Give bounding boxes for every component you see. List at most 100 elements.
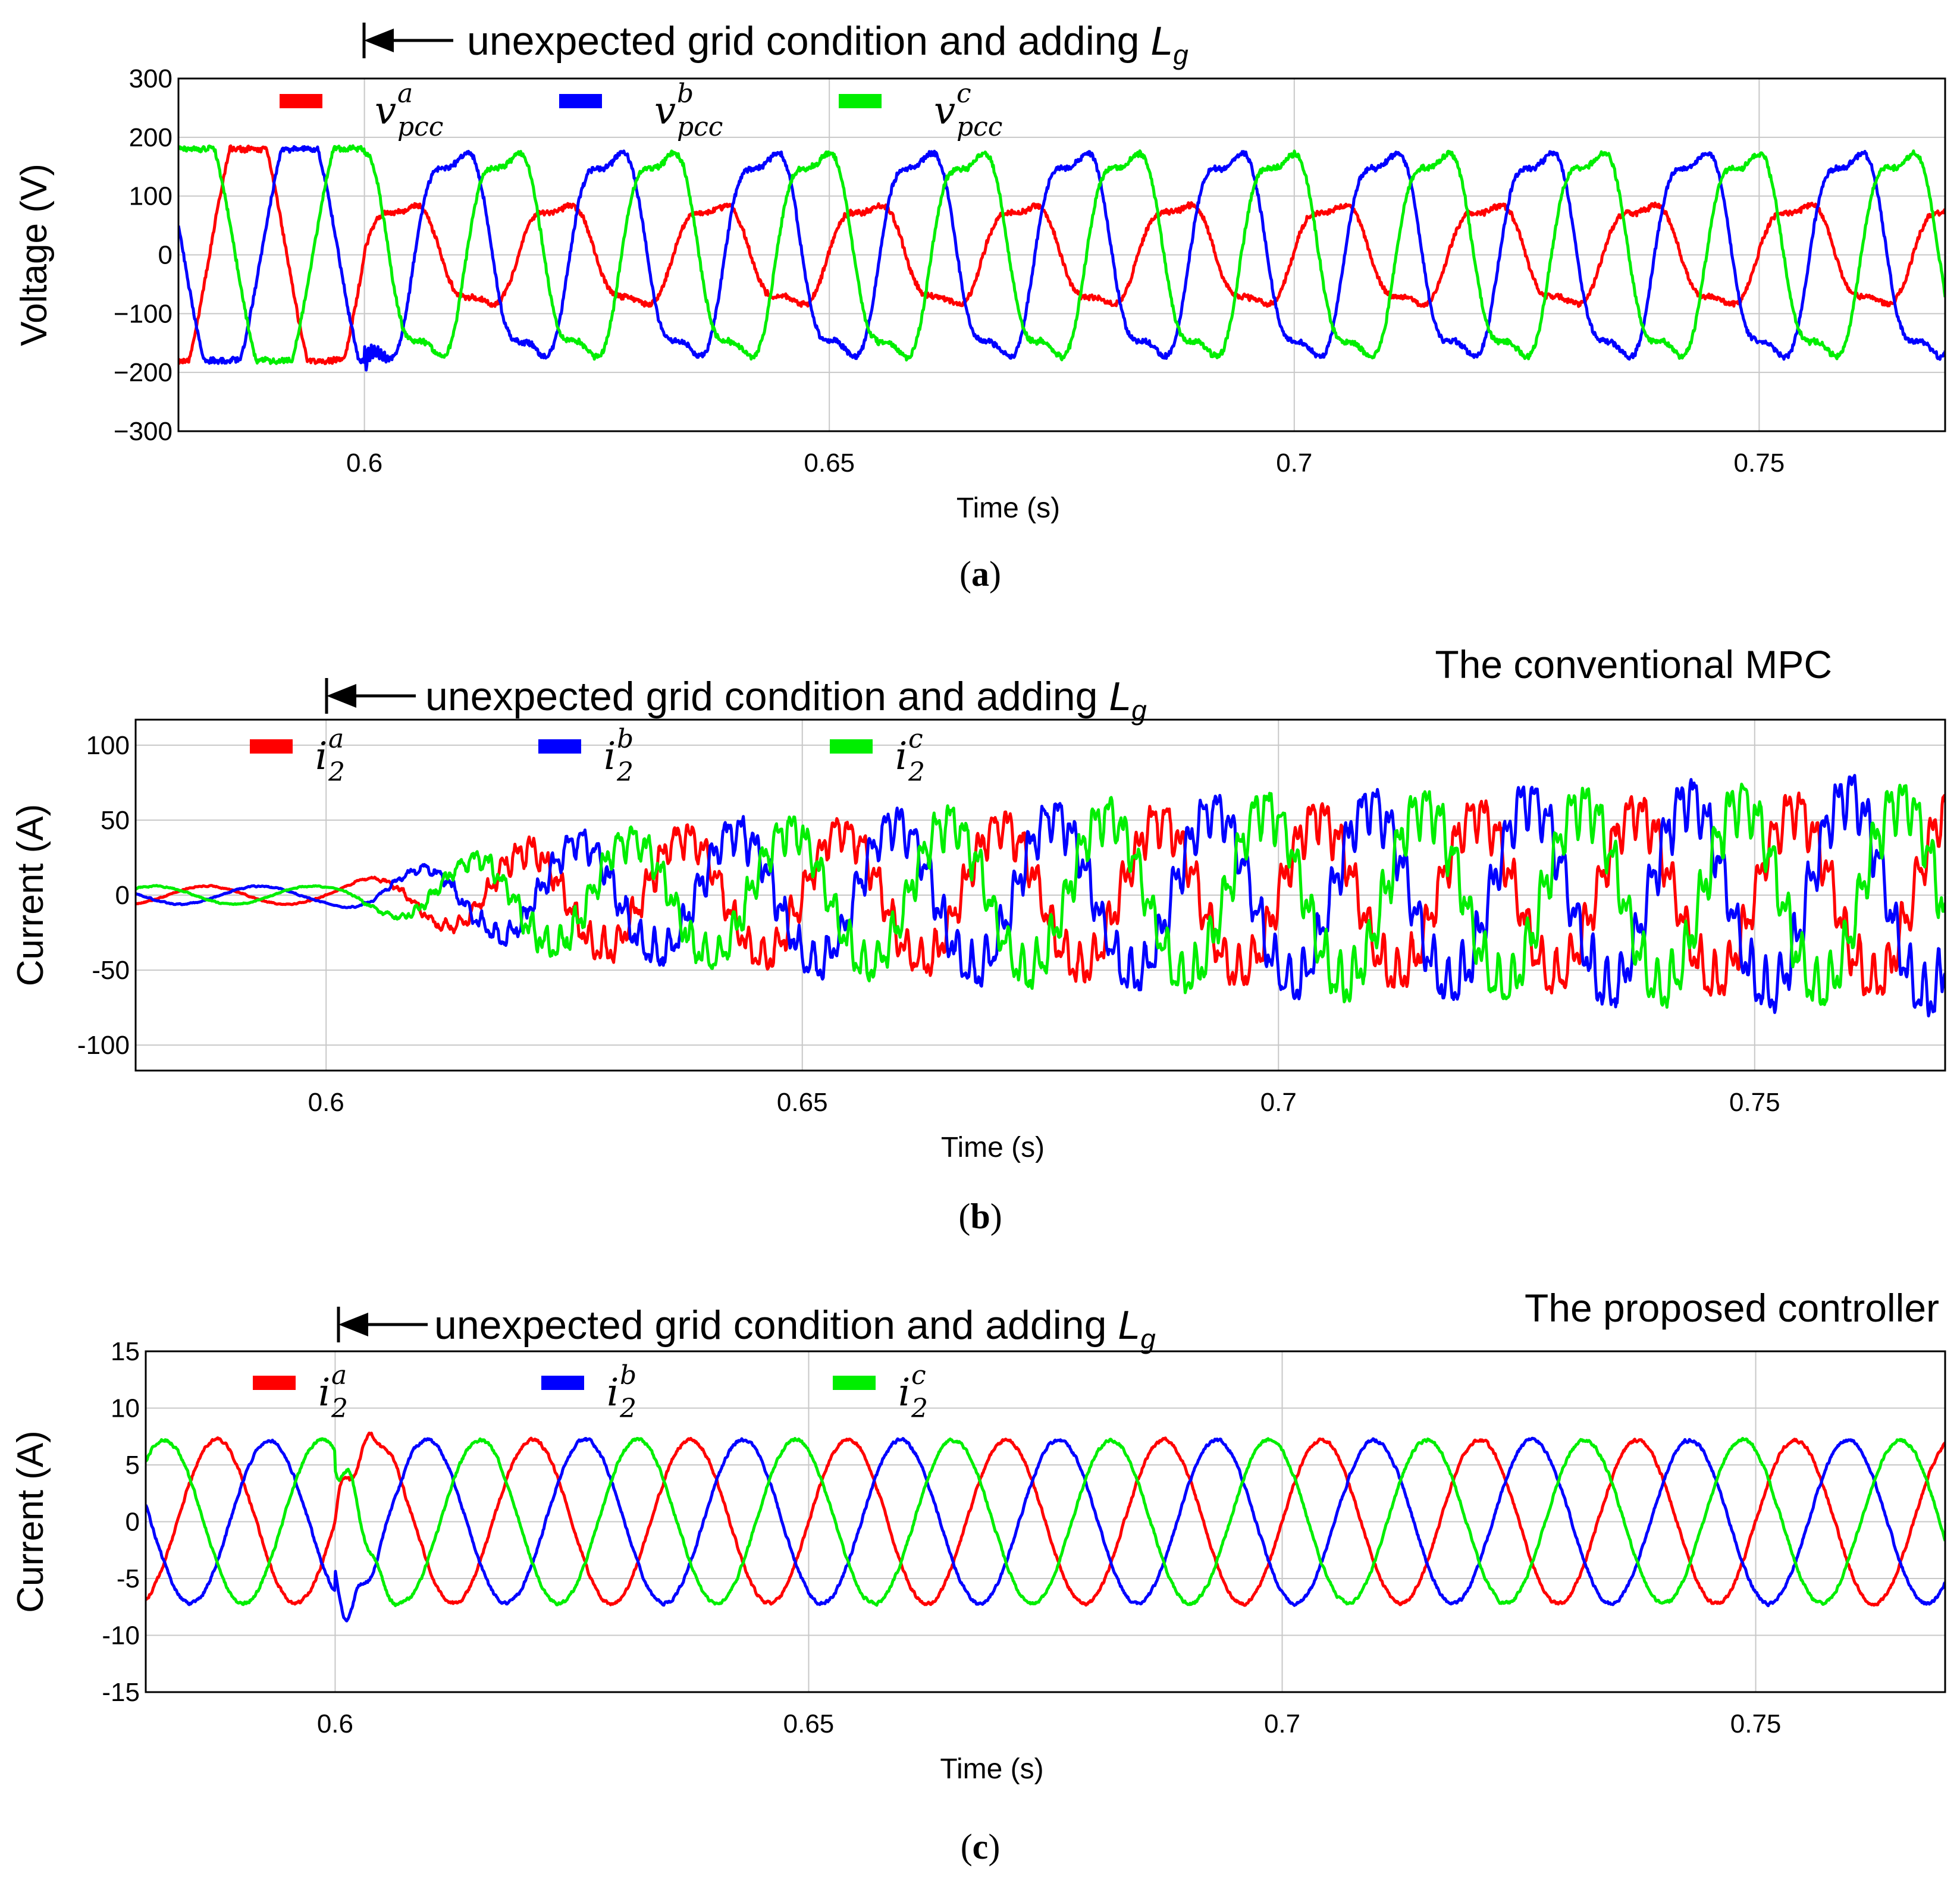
x-tick-label: 0.65: [777, 1088, 828, 1117]
legend-superscript: a: [397, 79, 413, 109]
y-tick-label: −200: [114, 358, 173, 387]
legend-swatch: [250, 739, 293, 754]
x-tick-label: 0.65: [783, 1709, 835, 1738]
legend-label: i: [607, 1371, 619, 1415]
legend-swatch: [253, 1376, 296, 1390]
traces: [136, 774, 1945, 1018]
event-annotation: unexpected grid condition and adding Lg: [467, 18, 1188, 70]
y-tick-label: 0: [126, 1508, 140, 1537]
x-tick-label: 0.75: [1729, 1088, 1780, 1117]
series-line-c: [178, 144, 1945, 365]
y-tick-label: -100: [77, 1031, 130, 1060]
x-tick-label: 0.75: [1734, 448, 1785, 478]
chart-title: The conventional MPC: [1435, 642, 1832, 686]
y-tick-label: -50: [92, 956, 130, 985]
legend-entry-c: i c2: [830, 724, 925, 787]
legend-swatch: [559, 94, 602, 108]
series-line-c: [146, 1436, 1945, 1608]
legend-label: v: [375, 89, 396, 133]
x-tick-label: 0.65: [804, 448, 855, 478]
panel-b: 100 50 0 -50 -100 0.6 0.65 0.7 0.75 Time (s) Curre…: [10, 642, 1946, 1236]
series-line-a: [136, 791, 1945, 997]
x-tick-label: 0.7: [1260, 1088, 1297, 1117]
legend-subscript: 2: [908, 757, 925, 787]
legend-subscript: pcc: [957, 112, 1002, 142]
legend-label: i: [898, 1371, 910, 1415]
legend-label: v: [934, 89, 955, 133]
y-tick-label: 200: [129, 123, 173, 152]
arrow-head-icon: [364, 29, 394, 52]
x-tick-label: 0.6: [317, 1709, 353, 1738]
legend-subscript: pcc: [397, 112, 443, 142]
arrow-head-icon: [338, 1313, 368, 1336]
y-tick-label: 100: [86, 731, 130, 760]
series-line-a: [178, 144, 1945, 365]
y-tick-label: 0: [115, 881, 130, 910]
y-tick-label: 10: [111, 1394, 140, 1423]
legend-superscript: c: [908, 724, 923, 754]
x-axis-title: Time (s): [941, 1132, 1045, 1163]
legend-swatch: [839, 94, 882, 108]
y-tick-label: 50: [101, 806, 130, 835]
plot-frame: [134, 718, 1946, 1072]
x-tick-label: 0.6: [308, 1088, 344, 1117]
x-tick-label: 0.6: [346, 448, 382, 478]
y-tick-label: −100: [114, 299, 173, 328]
legend-subscript: 2: [331, 1394, 348, 1424]
y-tick-label: -5: [117, 1564, 140, 1593]
legend-superscript: a: [331, 1360, 347, 1391]
panel-label: (c): [961, 1827, 1001, 1866]
panel-label: (b): [958, 1197, 1002, 1236]
series-line-c: [136, 782, 1945, 1009]
y-tick-label: -10: [102, 1621, 140, 1650]
legend-superscript: b: [677, 79, 694, 109]
plot-frame: [145, 1350, 1946, 1693]
legend-swatch: [541, 1376, 584, 1390]
legend-swatch: [833, 1376, 876, 1390]
series-line-a: [146, 1432, 1945, 1607]
legend-swatch: [830, 739, 873, 754]
event-annotation: unexpected grid condition and adding Lg: [434, 1303, 1156, 1354]
legend-subscript: 2: [328, 757, 345, 787]
y-tick-label: 15: [111, 1337, 140, 1366]
legend-label: i: [318, 1371, 330, 1415]
legend-entry-b: i b2: [541, 1360, 636, 1424]
legend-label: i: [315, 735, 327, 779]
y-axis-title: Voltage (V): [14, 164, 55, 346]
traces: [178, 144, 1945, 372]
legend-subscript: 2: [619, 1394, 636, 1424]
panel-label: (a): [959, 554, 1001, 594]
panel-c: 15 10 5 0 -5 -10 -15 0.6 0.65 0.7 0.75 Time (s) Curr…: [10, 1286, 1946, 1866]
y-tick-label: 300: [129, 64, 173, 93]
y-tick-label: -15: [102, 1678, 140, 1707]
legend-subscript: 2: [616, 757, 634, 787]
legend-label: i: [895, 735, 907, 779]
legend-swatch: [280, 94, 322, 108]
legend-subscript: 2: [911, 1394, 928, 1424]
legend-superscript: b: [617, 724, 634, 754]
event-annotation: unexpected grid condition and adding Lg: [425, 674, 1147, 726]
legend-swatch: [538, 739, 581, 754]
series-line-b: [146, 1436, 1945, 1623]
legend-superscript: c: [911, 1360, 926, 1391]
x-axis-title: Time (s): [957, 492, 1060, 524]
panel-a: 300 200 100 0 −100 −200 −300 0.6 0.65 0.7 0.75 Time…: [14, 18, 1946, 594]
legend-superscript: b: [620, 1360, 636, 1391]
legend-entry-c: i c2: [833, 1360, 928, 1424]
x-tick-label: 0.75: [1730, 1709, 1782, 1738]
y-tick-label: 5: [126, 1451, 140, 1480]
y-axis-title: Current (A): [10, 804, 51, 987]
arrow-head-icon: [327, 684, 356, 708]
legend-superscript: c: [957, 79, 971, 109]
plot-frame: [177, 77, 1946, 432]
chart-title: The proposed controller: [1525, 1286, 1939, 1330]
traces: [146, 1432, 1945, 1623]
legend-label: i: [604, 735, 616, 779]
series-line-b: [178, 145, 1945, 372]
legend-entry-a: i a2: [250, 724, 345, 787]
legend-label: v: [654, 89, 676, 133]
y-tick-label: −300: [114, 417, 173, 446]
legend-subscript: pcc: [677, 112, 723, 142]
